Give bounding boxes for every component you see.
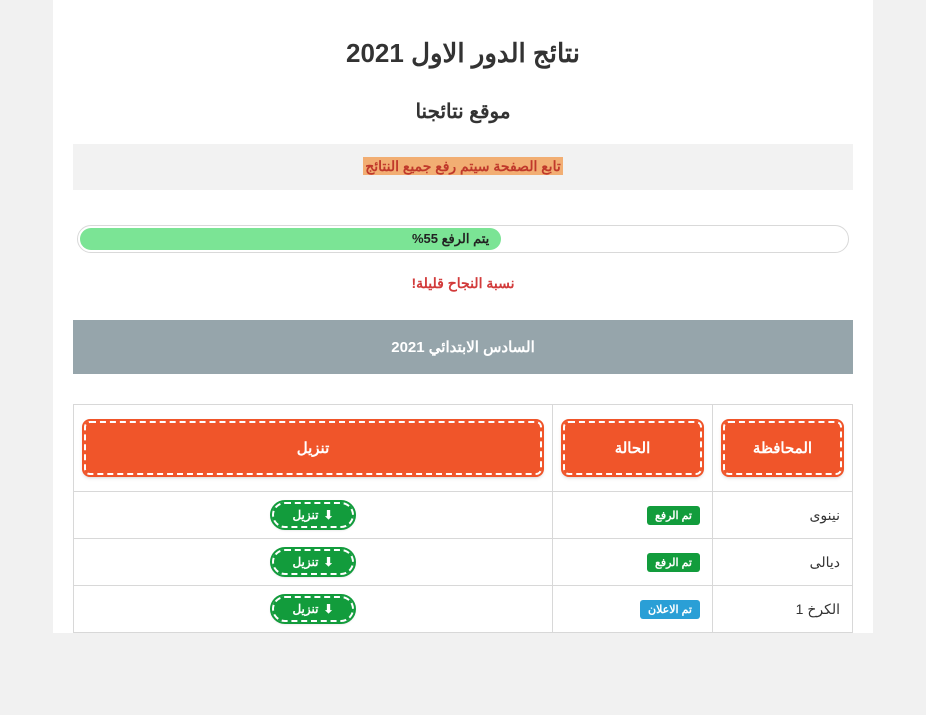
download-cell: ⬇ تنزيل <box>74 539 553 586</box>
progress-fill: يتم الرفع 55% <box>80 228 501 250</box>
status-badge-announced: تم الاعلان <box>640 600 700 619</box>
th-download: تنزيل <box>74 405 553 492</box>
status-cell: تم الرفع <box>553 539 713 586</box>
status-badge-uploaded: تم الرفع <box>647 506 700 525</box>
download-icon: ⬇ <box>323 603 333 615</box>
governorate-cell: نينوى <box>713 492 853 539</box>
status-badge-uploaded: تم الرفع <box>647 553 700 572</box>
download-button-label: تنزيل <box>292 508 318 522</box>
status-cell: تم الرفع <box>553 492 713 539</box>
table-header-row: المحافظة الحالة تنزيل <box>74 405 853 492</box>
download-button[interactable]: ⬇ تنزيل <box>272 596 353 622</box>
download-button-label: تنزيل <box>292 555 318 569</box>
section-header: السادس الابتدائي 2021 <box>73 320 853 374</box>
warning-text: نسبة النجاح قليلة! <box>73 275 853 292</box>
table-row: الكرخ 1 تم الاعلان ⬇ تنزيل <box>74 586 853 633</box>
download-icon: ⬇ <box>323 509 333 521</box>
results-table: المحافظة الحالة تنزيل نينوى تم الرفع ⬇ تنزي… <box>73 404 853 633</box>
progress-label: يتم الرفع 55% <box>412 231 489 247</box>
table-row: ديالى تم الرفع ⬇ تنزيل <box>74 539 853 586</box>
download-button-label: تنزيل <box>292 602 318 616</box>
notice-bar: تابع الصفحة سيتم رفع جميع النتائج <box>73 144 853 190</box>
download-cell: ⬇ تنزيل <box>74 492 553 539</box>
th-governorate: المحافظة <box>713 405 853 492</box>
header-box-status: الحالة <box>563 421 702 475</box>
governorate-cell: ديالى <box>713 539 853 586</box>
notice-text: تابع الصفحة سيتم رفع جميع النتائج <box>363 157 563 175</box>
table-row: نينوى تم الرفع ⬇ تنزيل <box>74 492 853 539</box>
download-button[interactable]: ⬇ تنزيل <box>272 502 353 528</box>
main-title: نتائج الدور الاول 2021 <box>73 38 853 69</box>
header-box-download: تنزيل <box>84 421 542 475</box>
status-cell: تم الاعلان <box>553 586 713 633</box>
governorate-cell: الكرخ 1 <box>713 586 853 633</box>
table-body: نينوىتم الرفع⬇تنزيلديالىتم الرفع⬇تنزيلال… <box>74 492 853 633</box>
download-button[interactable]: ⬇ تنزيل <box>272 549 353 575</box>
sub-title: موقع نتائجنا <box>73 99 853 124</box>
download-icon: ⬇ <box>323 556 333 568</box>
page-container: نتائج الدور الاول 2021 موقع نتائجنا تابع… <box>53 0 873 633</box>
download-cell: ⬇ تنزيل <box>74 586 553 633</box>
progress-bar: يتم الرفع 55% <box>77 225 849 253</box>
header-box-governorate: المحافظة <box>723 421 842 475</box>
th-status: الحالة <box>553 405 713 492</box>
